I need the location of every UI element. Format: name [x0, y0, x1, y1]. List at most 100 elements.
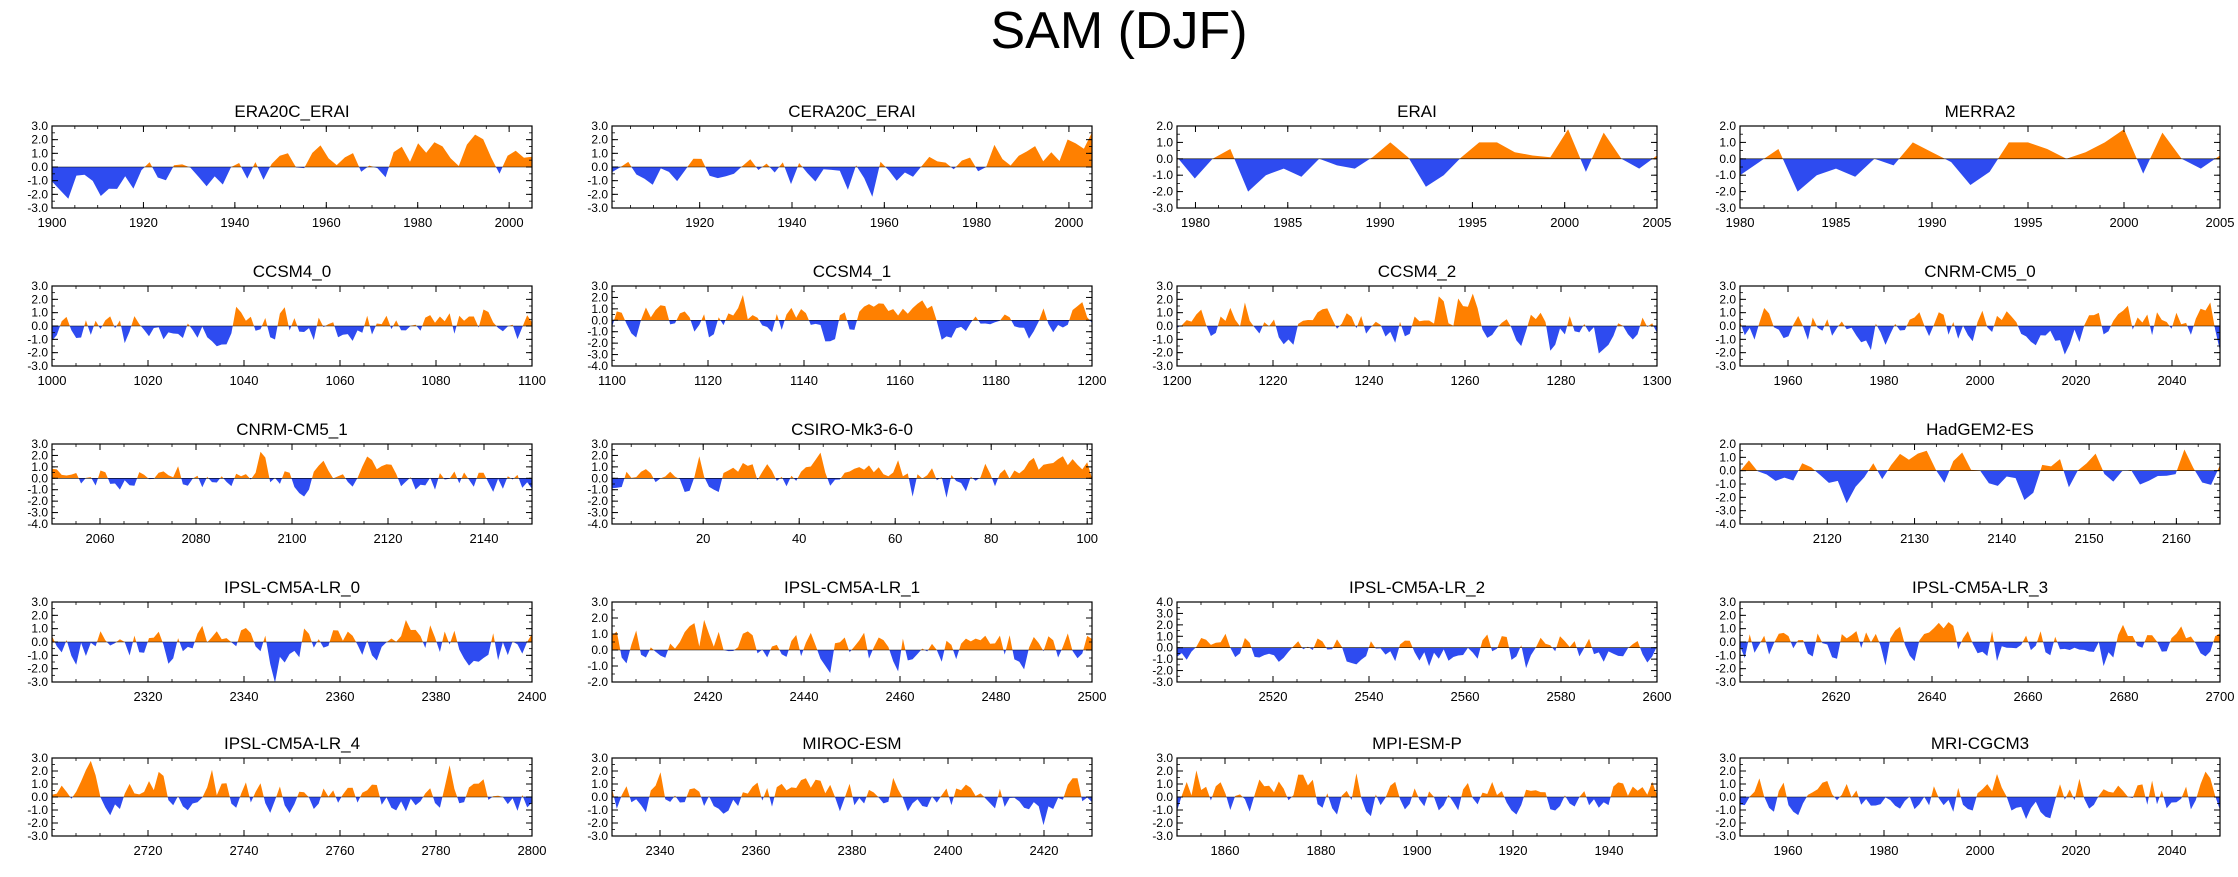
negative-area	[612, 167, 987, 197]
x-tick-label: 2620	[1822, 689, 1851, 704]
y-tick-label: 3.0	[31, 751, 48, 765]
y-tick-label: -2.0	[1715, 346, 1736, 360]
x-tick-label: 1920	[1499, 843, 1528, 858]
y-tick-label: -1.0	[1152, 332, 1173, 346]
y-tick-label: 0.0	[1156, 641, 1173, 655]
y-tick-label: -4.0	[27, 517, 48, 531]
x-tick-label: 2100	[278, 531, 307, 546]
x-tick-label: 1960	[1774, 843, 1803, 858]
x-tick-label: 2380	[838, 843, 867, 858]
y-tick-label: 2.0	[1156, 292, 1173, 306]
y-tick-label: -2.0	[27, 662, 48, 676]
panel-title: MRI-CGCM3	[1931, 734, 2029, 753]
y-tick-label: 3.0	[591, 751, 608, 765]
y-tick-label: -3.0	[587, 829, 608, 843]
x-tick-label: 1200	[1078, 373, 1107, 388]
panel-mpi-esm-p: MPI-ESM-P 3.02.01.00.0-1.0-2.0-3.0 1860 188…	[1152, 734, 1658, 858]
positive-area	[52, 451, 519, 479]
y-tick-label: -2.0	[27, 187, 48, 201]
positive-area	[612, 619, 1092, 650]
y-tick-label: 0.0	[1719, 635, 1736, 649]
y-tick-label: 3.0	[1156, 279, 1173, 293]
x-tick-label: 2680	[2110, 689, 2139, 704]
y-tick-label: -3.0	[1152, 675, 1173, 689]
y-tick-label: -1.0	[1715, 648, 1736, 662]
y-tick-label: -3.0	[27, 359, 48, 373]
x-tick-label: 2005	[1643, 215, 1672, 230]
y-tick-label: -3.0	[27, 506, 48, 520]
y-tick-label: -2.0	[1715, 662, 1736, 676]
x-tick-label: 1980	[403, 215, 432, 230]
x-tick-label: 2380	[422, 689, 451, 704]
x-tick-label: 1060	[326, 373, 355, 388]
x-tick-label: 2800	[518, 843, 547, 858]
panel-title: ERA20C_ERAI	[234, 102, 349, 121]
y-tick-label: 3.0	[591, 437, 608, 451]
y-tick-label: 1.0	[1719, 622, 1736, 636]
y-tick-label: 3.0	[31, 119, 48, 133]
y-tick-label: 2.0	[1156, 618, 1173, 632]
y-tick-label: 1.0	[1719, 777, 1736, 791]
x-tick-label: 1120	[694, 373, 722, 388]
negative-area	[1740, 642, 2214, 667]
negative-area	[1177, 797, 1611, 817]
x-tick-label: 2560	[1451, 689, 1480, 704]
panel-ipsl-cm5a-lr-0: IPSL-CM5A-LR_0 3.02.01.00.0-1.0-2.0-3.0 23…	[27, 578, 546, 704]
x-tick-label: 2320	[134, 689, 163, 704]
y-tick-label: 1.0	[591, 146, 608, 160]
positive-area	[1748, 622, 2220, 642]
x-tick-label: 2360	[326, 689, 355, 704]
panel-miroc-esm: MIROC-ESM 3.02.01.00.0-1.0-2.0-3.0 2340 236…	[587, 734, 1093, 858]
x-tick-label: 1240	[1355, 373, 1384, 388]
y-tick-label: 0.0	[1719, 790, 1736, 804]
y-tick-label: -4.0	[1715, 517, 1736, 531]
y-tick-label: 2.0	[31, 133, 48, 147]
y-tick-label: 1.0	[1156, 777, 1173, 791]
x-tick-label: 1960	[870, 215, 899, 230]
y-tick-label: 1.0	[31, 146, 48, 160]
y-tick-label: 1.0	[1156, 135, 1173, 149]
y-tick-label: -2.0	[587, 675, 608, 689]
x-tick-label: 2360	[742, 843, 771, 858]
y-tick-label: -2.0	[587, 336, 608, 350]
x-tick-label: 2400	[934, 843, 963, 858]
panel-ipsl-cm5a-lr-4: IPSL-CM5A-LR_4 3.02.01.00.0-1.0-2.0-3.0 27…	[27, 734, 546, 858]
negative-area	[1740, 158, 2216, 192]
x-tick-label: 1100	[518, 373, 546, 388]
x-tick-label: 2420	[1030, 843, 1059, 858]
y-tick-label: 1.0	[31, 777, 48, 791]
x-tick-label: 2780	[422, 843, 451, 858]
x-tick-label: 2130	[1900, 531, 1929, 546]
y-tick-label: -1.0	[587, 174, 608, 188]
x-tick-label: 1990	[1366, 215, 1395, 230]
y-tick-label: -3.0	[587, 348, 608, 362]
panel-cnrm-cm5-0: CNRM-CM5_0 3.02.01.00.0-1.0-2.0-3.0 1960 19…	[1715, 262, 2221, 388]
x-tick-label: 2420	[694, 689, 723, 704]
y-tick-label: -2.0	[1152, 346, 1173, 360]
positive-area	[624, 452, 1092, 479]
x-tick-label: 2660	[2014, 689, 2043, 704]
y-tick-label: -4.0	[587, 359, 608, 373]
panel-cnrm-cm5-1: CNRM-CM5_1 3.02.01.00.0-1.0-2.0-3.0-4.0 20…	[27, 420, 533, 546]
x-tick-label: 1990	[1918, 215, 1947, 230]
y-tick-label: 2.0	[31, 292, 48, 306]
x-tick-label: 1940	[1595, 843, 1624, 858]
panel-csiro-mk3-6-0: CSIRO-Mk3-6-0 3.02.01.00.0-1.0-2.0-3.0-4.…	[587, 420, 1098, 546]
x-tick-label: 2020	[2062, 843, 2091, 858]
x-tick-label: 2120	[1813, 531, 1842, 546]
x-tick-label: 1180	[982, 373, 1010, 388]
x-tick-label: 1220	[1259, 373, 1288, 388]
positive-area	[1740, 302, 2215, 326]
y-tick-label: -2.0	[587, 494, 608, 508]
x-tick-label: 2020	[2062, 373, 2091, 388]
x-tick-label: 2540	[1355, 689, 1384, 704]
panel-title: IPSL-CM5A-LR_1	[784, 578, 920, 597]
negative-area	[54, 642, 528, 683]
x-tick-label: 2140	[1987, 531, 2016, 546]
x-tick-label: 2000	[2110, 215, 2139, 230]
panel-title: CCSM4_0	[253, 262, 331, 281]
x-tick-label: 1980	[1181, 215, 1210, 230]
panel-erai: ERAI 2.0 1.0 0.0 -1.0 -2.0 -3.0 1980 1985 1990 199…	[1152, 102, 1671, 230]
